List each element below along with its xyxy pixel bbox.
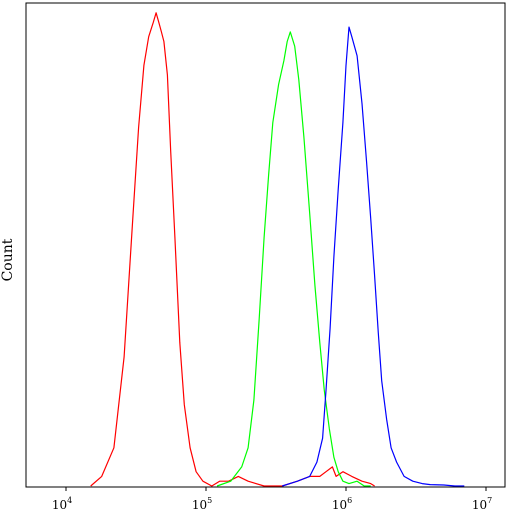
x-axis-ticks: 104 105 106 107 xyxy=(52,487,492,512)
y-axis-label: Count xyxy=(0,238,16,281)
plot-frame xyxy=(25,2,506,488)
series-line-2 xyxy=(216,31,371,487)
x-tick-label-2: 105 xyxy=(192,496,212,512)
x-tick-label-3: 106 xyxy=(332,496,352,512)
x-tick-label-4: 107 xyxy=(472,496,492,512)
series-layer xyxy=(90,12,465,487)
series-line-1 xyxy=(90,12,375,487)
series-line-3 xyxy=(282,26,465,487)
x-tick-label-1: 104 xyxy=(52,496,72,512)
